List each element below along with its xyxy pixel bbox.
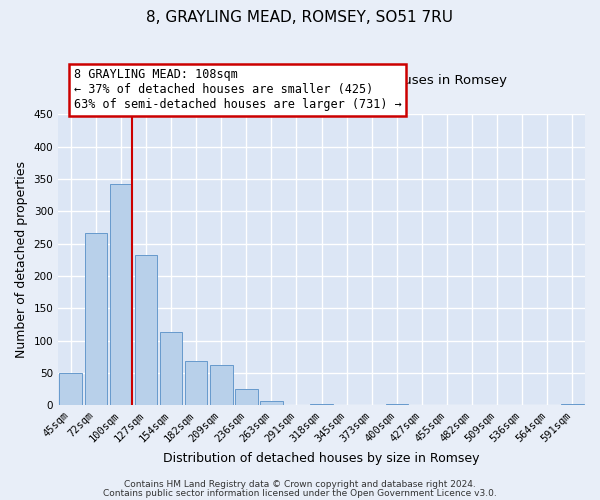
Bar [160,332,182,405]
Bar [134,256,157,405]
Bar [59,373,82,405]
X-axis label: Distribution of detached houses by size in Romsey: Distribution of detached houses by size … [163,452,480,465]
Bar [85,232,107,405]
Bar [310,404,333,405]
Bar [260,400,283,405]
Bar [110,184,132,405]
Text: Contains public sector information licensed under the Open Government Licence v3: Contains public sector information licen… [103,489,497,498]
Text: 8 GRAYLING MEAD: 108sqm
← 37% of detached houses are smaller (425)
63% of semi-d: 8 GRAYLING MEAD: 108sqm ← 37% of detache… [74,68,402,112]
Bar [561,404,584,405]
Bar [235,389,257,405]
Y-axis label: Number of detached properties: Number of detached properties [15,162,28,358]
Title: Size of property relative to detached houses in Romsey: Size of property relative to detached ho… [137,74,506,87]
Bar [185,362,208,405]
Bar [386,404,408,405]
Bar [210,365,233,405]
Text: 8, GRAYLING MEAD, ROMSEY, SO51 7RU: 8, GRAYLING MEAD, ROMSEY, SO51 7RU [146,10,454,25]
Text: Contains HM Land Registry data © Crown copyright and database right 2024.: Contains HM Land Registry data © Crown c… [124,480,476,489]
